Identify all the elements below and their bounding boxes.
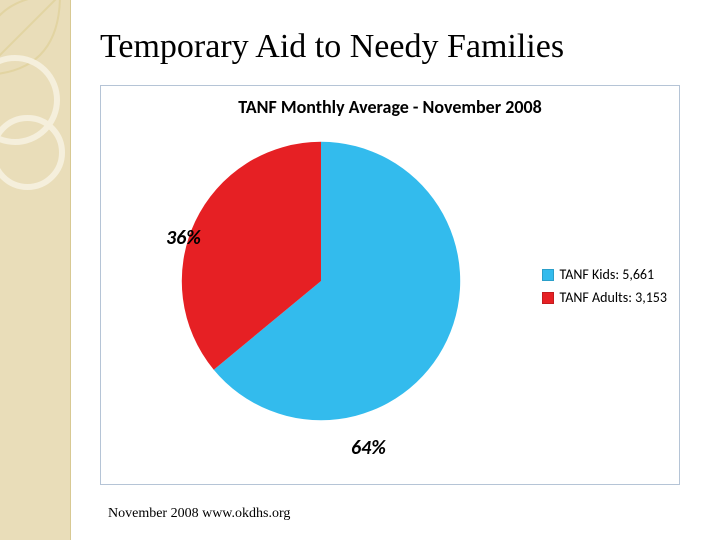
- legend-swatch-adults: [542, 292, 554, 304]
- pct-label-adults: 36%: [166, 226, 201, 250]
- circle-deco-2: [0, 115, 65, 190]
- legend-item-kids: TANF Kids: 5,661: [542, 266, 667, 283]
- footer-note: November 2008 www.okdhs.org: [108, 506, 290, 522]
- chart-title: TANF Monthly Average - November 2008: [101, 96, 679, 118]
- pie-svg: [176, 136, 466, 426]
- legend-label-adults: TANF Adults: 3,153: [560, 289, 667, 306]
- legend-label-kids: TANF Kids: 5,661: [560, 266, 655, 283]
- pie-chart: 64% 36%: [176, 136, 466, 426]
- pct-label-kids: 64%: [351, 436, 386, 460]
- page-title: Temporary Aid to Needy Families: [100, 28, 564, 66]
- sidebar-decoration: [0, 0, 71, 540]
- chart-frame: TANF Monthly Average - November 2008 64%…: [100, 85, 680, 485]
- legend-swatch-kids: [542, 269, 554, 281]
- legend-item-adults: TANF Adults: 3,153: [542, 289, 667, 306]
- legend: TANF Kids: 5,661 TANF Adults: 3,153: [542, 266, 667, 312]
